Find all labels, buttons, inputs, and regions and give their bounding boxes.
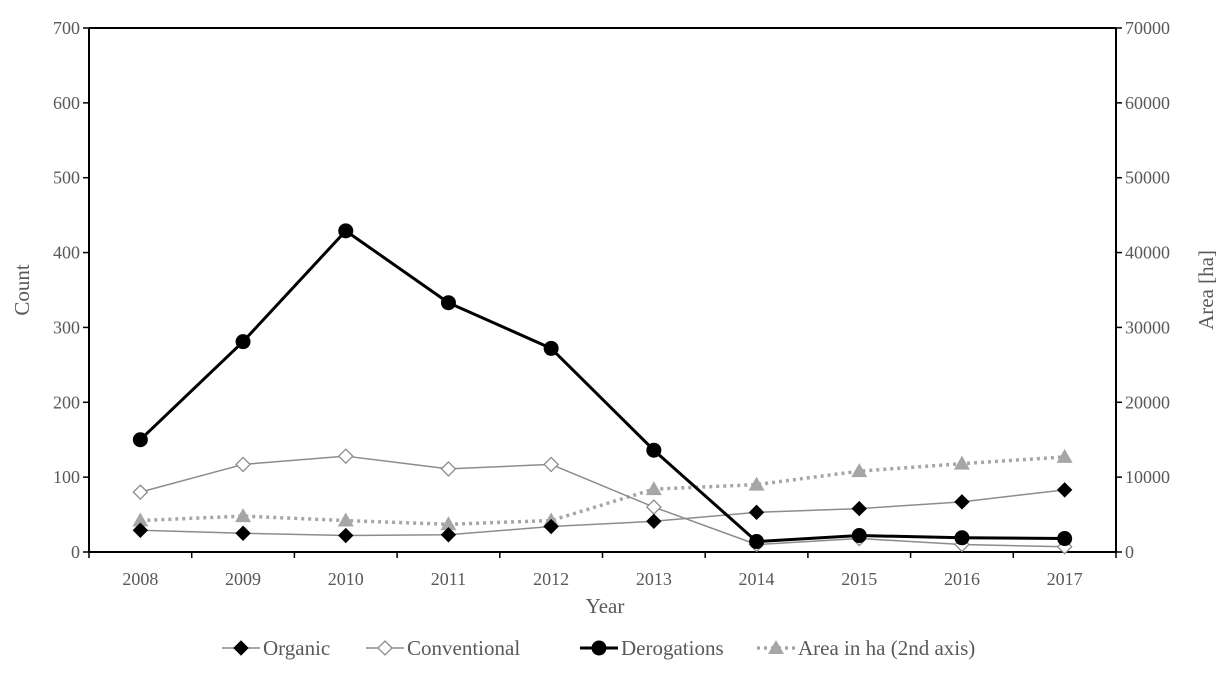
data-point — [953, 455, 970, 470]
data-point — [645, 481, 662, 496]
data-point — [440, 460, 457, 477]
legend-marker — [233, 640, 249, 656]
data-point — [954, 530, 970, 546]
data-point — [235, 456, 251, 473]
legend-marker — [768, 640, 784, 654]
legend-marker — [377, 640, 393, 656]
data-point — [338, 223, 354, 239]
x-tick-label: 2008 — [122, 569, 158, 589]
y-tick-label: 700 — [53, 18, 80, 38]
y-tick-label: 500 — [53, 168, 80, 188]
data-point — [1056, 448, 1073, 463]
y2-axis-ticks: 0 10000 20000 30000 40000 50000 60000 70000 — [1116, 18, 1170, 562]
x-tick-label: 2010 — [328, 569, 364, 589]
data-point — [748, 476, 765, 491]
plot-frame — [88, 27, 1117, 553]
x-tick-label: 2017 — [1047, 569, 1083, 589]
data-point — [543, 340, 559, 356]
y2-axis-title: Area [ha] — [1194, 250, 1218, 330]
y2-tick-label: 0 — [1125, 542, 1134, 562]
y2-tick-label: 30000 — [1125, 317, 1170, 337]
series-area-in-ha-2nd-axis — [132, 448, 1073, 531]
legend-label: Conventional — [407, 636, 520, 660]
y2-tick-label: 20000 — [1125, 392, 1170, 412]
x-axis-title: Year — [586, 594, 625, 618]
legend-item: Organic — [222, 636, 330, 660]
data-point — [440, 295, 456, 311]
y2-tick-label: 60000 — [1125, 93, 1170, 113]
data-point — [543, 456, 560, 473]
y-tick-label: 600 — [53, 93, 80, 113]
legend: Organic Conventional Derogations Area in ha… — [222, 636, 975, 660]
data-point — [132, 512, 149, 527]
x-tick-label: 2016 — [944, 569, 980, 589]
series-line — [139, 229, 1065, 544]
data-point — [235, 334, 251, 350]
y-axis-title: Count — [10, 264, 34, 316]
x-tick-label: 2009 — [225, 569, 261, 589]
y2-tick-label: 50000 — [1125, 168, 1170, 188]
data-point — [749, 534, 765, 550]
series-line — [140, 455, 1065, 548]
legend-label: Derogations — [621, 636, 724, 660]
x-tick-label: 2013 — [636, 569, 672, 589]
y-tick-label: 400 — [53, 243, 80, 263]
data-point — [646, 513, 662, 530]
legend-item: Area in ha (2nd axis) — [757, 636, 975, 660]
y-tick-label: 0 — [71, 542, 80, 562]
data-point — [543, 518, 559, 535]
series-layer — [132, 223, 1073, 555]
legend-marker — [591, 640, 607, 656]
data-point — [235, 508, 252, 523]
x-axis-ticks: 2008 2009 2010 2011 2012 2013 2014 2015 2016 2017 — [88, 552, 1117, 589]
data-point — [954, 494, 970, 510]
x-tick-label: 2014 — [739, 569, 775, 589]
x-tick-label: 2011 — [431, 569, 466, 589]
y-tick-label: 100 — [53, 467, 80, 487]
data-point — [1056, 482, 1073, 498]
data-point — [645, 499, 662, 516]
data-point — [235, 525, 251, 541]
data-point — [132, 522, 149, 538]
data-point — [337, 512, 354, 527]
data-point — [440, 527, 457, 543]
data-point — [646, 442, 662, 458]
data-point — [338, 527, 354, 544]
legend-item: Conventional — [366, 636, 520, 660]
y-tick-label: 200 — [53, 392, 80, 412]
y2-tick-label: 10000 — [1125, 467, 1170, 487]
y2-tick-label: 70000 — [1125, 18, 1170, 38]
series-line — [140, 455, 1065, 527]
x-tick-label: 2015 — [841, 569, 877, 589]
series-derogations — [132, 223, 1073, 550]
data-point — [851, 500, 867, 517]
y-tick-label: 300 — [53, 317, 80, 337]
series-organic — [132, 482, 1073, 544]
series-line — [140, 489, 1065, 537]
data-point — [1057, 531, 1073, 547]
x-tick-label: 2012 — [533, 569, 569, 589]
y2-tick-label: 40000 — [1125, 243, 1170, 263]
legend-label: Organic — [263, 636, 330, 660]
legend-label: Area in ha (2nd axis) — [798, 636, 975, 660]
legend-item: Derogations — [580, 636, 724, 660]
data-point — [851, 528, 867, 544]
y-axis-ticks: 0 100 200 300 400 500 600 700 — [53, 18, 89, 562]
data-point — [748, 504, 765, 521]
data-point — [132, 484, 149, 501]
data-point — [337, 448, 354, 465]
data-point — [132, 432, 148, 448]
data-point — [440, 516, 457, 531]
data-point — [851, 463, 868, 478]
